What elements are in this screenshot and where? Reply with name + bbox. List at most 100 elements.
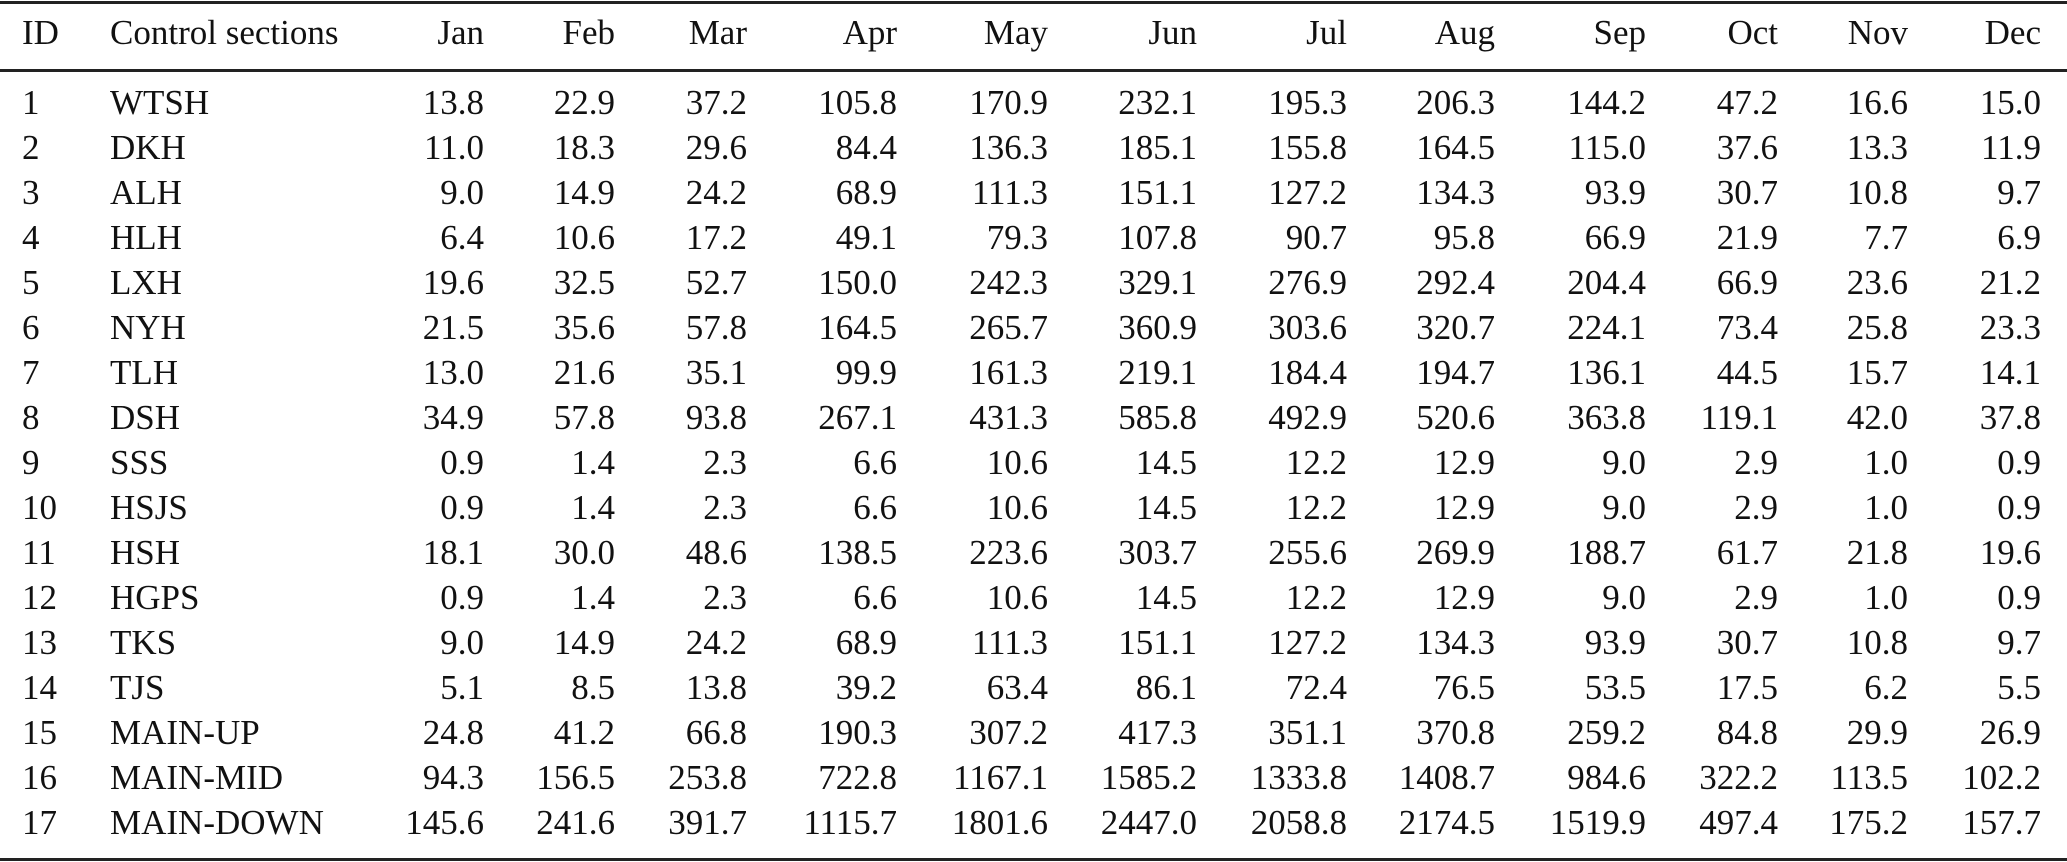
row-section-name: MAIN-UP [110, 713, 260, 752]
column-header: Feb [562, 13, 616, 52]
table-cell: 115.0 [1568, 128, 1646, 167]
table-cell: 164.5 [1416, 128, 1495, 167]
table-cell: 150.0 [818, 263, 897, 302]
table-cell: 6.6 [853, 578, 897, 617]
table-cell: 53.5 [1584, 668, 1646, 707]
table-cell: 21.9 [1716, 218, 1778, 257]
row-section-name: NYH [110, 308, 186, 347]
table-cell: 156.5 [536, 758, 615, 797]
table-cell: 22.9 [553, 83, 615, 122]
table-cell: 267.1 [818, 398, 897, 437]
column-header: Jan [437, 13, 484, 52]
column-header: Apr [842, 13, 897, 52]
table-cell: 66.9 [1716, 263, 1778, 302]
table-cell: 219.1 [1118, 353, 1197, 392]
table-cell: 13.3 [1846, 128, 1908, 167]
table-cell: 52.7 [685, 263, 747, 302]
column-header: May [983, 13, 1048, 52]
row-id: 7 [22, 353, 40, 392]
table-cell: 93.8 [685, 398, 747, 437]
table-cell: 25.8 [1846, 308, 1908, 347]
table-cell: 21.8 [1846, 533, 1908, 572]
row-section-name: MAIN-DOWN [110, 803, 324, 842]
table-cell: 1.0 [1864, 488, 1908, 527]
table-cell: 303.7 [1118, 533, 1197, 572]
row-section-name: ALH [110, 173, 182, 212]
table-cell: 29.6 [685, 128, 747, 167]
table-cell: 23.6 [1846, 263, 1908, 302]
table-cell: 391.7 [668, 803, 747, 842]
table-cell: 164.5 [818, 308, 897, 347]
column-header: Jul [1306, 13, 1347, 52]
header-rule [0, 69, 2067, 72]
row-section-name: DSH [110, 398, 181, 437]
row-id: 16 [22, 758, 57, 797]
table-cell: 7.7 [1864, 218, 1908, 257]
table-cell: 13.8 [685, 668, 747, 707]
table-cell: 49.1 [835, 218, 897, 257]
table-cell: 66.9 [1584, 218, 1646, 257]
row-section-name: HLH [110, 218, 182, 257]
table-cell: 19.6 [422, 263, 484, 302]
table-cell: 19.6 [1979, 533, 2041, 572]
row-id: 2 [22, 128, 40, 167]
table-cell: 113.5 [1830, 758, 1908, 797]
table-cell: 1801.6 [951, 803, 1048, 842]
table-cell: 57.8 [553, 398, 615, 437]
table-cell: 417.3 [1118, 713, 1197, 752]
table-cell: 93.9 [1584, 623, 1646, 662]
row-section-name: TLH [110, 353, 179, 392]
table-cell: 17.2 [685, 218, 747, 257]
table-cell: 134.3 [1416, 623, 1495, 662]
table-cell: 99.9 [835, 353, 897, 392]
table-cell: 6.9 [1997, 218, 2041, 257]
row-id: 17 [22, 803, 57, 842]
table-cell: 1115.7 [803, 803, 897, 842]
table-cell: 21.6 [553, 353, 615, 392]
table-cell: 492.9 [1268, 398, 1347, 437]
table-cell: 6.4 [440, 218, 484, 257]
table-cell: 12.9 [1433, 578, 1495, 617]
table-cell: 722.8 [818, 758, 897, 797]
row-id: 9 [22, 443, 40, 482]
table-cell: 1585.2 [1100, 758, 1197, 797]
row-id: 1 [22, 83, 40, 122]
column-header: ID [22, 13, 59, 52]
table-cell: 21.5 [422, 308, 484, 347]
table-cell: 223.6 [969, 533, 1048, 572]
table-cell: 2447.0 [1100, 803, 1197, 842]
table-cell: 9.7 [1997, 623, 2041, 662]
table-cell: 14.5 [1135, 488, 1197, 527]
table-cell: 68.9 [835, 623, 897, 662]
table-cell: 11.9 [1981, 128, 2041, 167]
row-id: 12 [22, 578, 57, 617]
table-cell: 134.3 [1416, 173, 1495, 212]
table-cell: 1333.8 [1250, 758, 1347, 797]
table-cell: 14.1 [1979, 353, 2041, 392]
table-cell: 0.9 [1997, 578, 2041, 617]
row-section-name: MAIN-MID [110, 758, 284, 797]
table-cell: 94.3 [422, 758, 484, 797]
table-cell: 585.8 [1118, 398, 1197, 437]
table-cell: 145.6 [405, 803, 484, 842]
table-cell: 90.7 [1285, 218, 1347, 257]
table-cell: 984.6 [1567, 758, 1646, 797]
row-id: 14 [22, 668, 57, 707]
table-cell: 185.1 [1118, 128, 1197, 167]
table-cell: 34.9 [422, 398, 484, 437]
table-cell: 10.8 [1846, 623, 1908, 662]
table-cell: 17.5 [1716, 668, 1778, 707]
table-cell: 5.5 [1997, 668, 2041, 707]
table-cell: 322.2 [1699, 758, 1778, 797]
table-cell: 30.7 [1716, 173, 1778, 212]
table-cell: 66.8 [685, 713, 747, 752]
row-id: 6 [22, 308, 40, 347]
table-cell: 12.9 [1433, 488, 1495, 527]
table-cell: 0.9 [1997, 443, 2041, 482]
table-cell: 9.0 [440, 173, 484, 212]
table-cell: 6.6 [853, 443, 897, 482]
table-cell: 107.8 [1118, 218, 1197, 257]
table-cell: 161.3 [969, 353, 1048, 392]
table-cell: 188.7 [1567, 533, 1646, 572]
table-cell: 241.6 [536, 803, 615, 842]
